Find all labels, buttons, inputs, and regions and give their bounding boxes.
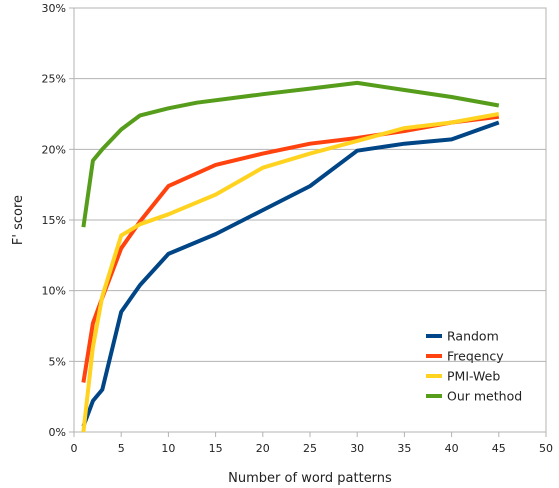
y-tick-label: 30% — [42, 2, 66, 15]
legend-label-freqency: Freqency — [447, 349, 504, 364]
x-tick-label: 30 — [350, 442, 364, 455]
series-line-our-method — [81, 80, 500, 228]
x-tick-label: 45 — [492, 442, 506, 455]
x-tick-label: 25 — [303, 442, 317, 455]
series-line-pmi-web — [81, 112, 500, 433]
y-tick-label: 15% — [42, 214, 66, 227]
x-tick-label: 20 — [256, 442, 270, 455]
legend-label-pmi-web: PMI-Web — [447, 369, 500, 384]
series-line-random — [81, 120, 500, 428]
legend: Random Freqency PMI-Web Our method — [426, 329, 522, 404]
x-tick-label: 50 — [539, 442, 553, 455]
x-tick-label: 0 — [71, 442, 78, 455]
series-line-freqency — [81, 114, 500, 383]
x-tick-label: 15 — [209, 442, 223, 455]
x-tick-label: 40 — [445, 442, 459, 455]
y-axis-title: F' score — [11, 195, 26, 245]
x-tick-label: 5 — [118, 442, 125, 455]
y-tick-label: 25% — [42, 73, 66, 86]
x-axis-title: Number of word patterns — [228, 471, 392, 486]
y-tick-label: 10% — [42, 285, 66, 298]
y-tick-label: 5% — [49, 355, 66, 368]
legend-label-our-method: Our method — [447, 389, 522, 404]
x-tick-label: 10 — [161, 442, 175, 455]
series-lines — [81, 80, 500, 433]
x-tick-label: 35 — [397, 442, 411, 455]
y-axis: 0% 5% 10% 15% 20% 25% 30% — [42, 2, 74, 439]
y-tick-label: 0% — [49, 426, 66, 439]
y-tick-label: 20% — [42, 143, 66, 156]
legend-label-random: Random — [447, 329, 499, 344]
x-axis: 0 5 10 15 20 25 30 35 40 45 50 — [71, 432, 553, 455]
